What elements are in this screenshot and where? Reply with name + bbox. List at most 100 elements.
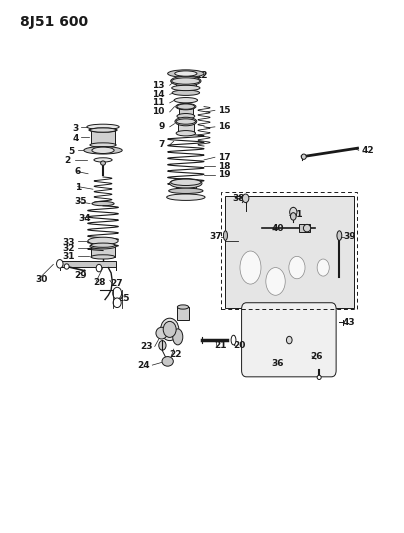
Ellipse shape — [170, 76, 201, 86]
Text: 8: 8 — [181, 306, 187, 314]
Text: 28: 28 — [94, 278, 106, 287]
Ellipse shape — [162, 357, 173, 366]
Ellipse shape — [167, 194, 205, 200]
Bar — [179, 107, 193, 116]
Ellipse shape — [88, 237, 118, 245]
Text: 30: 30 — [36, 275, 48, 284]
Text: 25: 25 — [117, 294, 130, 303]
Text: 40: 40 — [271, 224, 284, 232]
Bar — [225, 196, 354, 308]
Bar — [60, 261, 116, 266]
Ellipse shape — [290, 207, 297, 217]
Ellipse shape — [89, 128, 117, 132]
Text: 17: 17 — [218, 153, 231, 161]
Ellipse shape — [84, 147, 122, 154]
Ellipse shape — [174, 98, 198, 103]
Ellipse shape — [223, 231, 227, 240]
Ellipse shape — [177, 114, 195, 119]
Bar — [221, 192, 357, 309]
Ellipse shape — [101, 161, 105, 165]
Ellipse shape — [170, 179, 202, 188]
FancyBboxPatch shape — [242, 303, 336, 377]
Text: 11: 11 — [152, 99, 165, 107]
Ellipse shape — [92, 147, 114, 154]
Ellipse shape — [231, 335, 236, 345]
Text: 12: 12 — [195, 71, 207, 80]
Ellipse shape — [168, 70, 204, 77]
Ellipse shape — [176, 103, 196, 110]
Ellipse shape — [163, 321, 176, 337]
Ellipse shape — [156, 327, 167, 339]
Text: 3: 3 — [73, 125, 79, 133]
Ellipse shape — [94, 158, 112, 162]
Bar — [176, 81, 196, 88]
Ellipse shape — [175, 117, 197, 126]
Ellipse shape — [172, 78, 200, 84]
Ellipse shape — [90, 143, 116, 147]
Text: 38: 38 — [232, 194, 245, 203]
Text: 9: 9 — [158, 123, 165, 131]
Bar — [178, 122, 194, 133]
Ellipse shape — [92, 201, 114, 206]
Ellipse shape — [177, 305, 189, 309]
Ellipse shape — [90, 244, 116, 249]
Text: 26: 26 — [310, 352, 323, 360]
Ellipse shape — [170, 179, 201, 185]
Text: 7: 7 — [158, 141, 165, 149]
Ellipse shape — [113, 298, 121, 308]
Text: 1: 1 — [75, 183, 81, 192]
Text: 18: 18 — [218, 162, 231, 171]
Text: 5: 5 — [69, 148, 75, 156]
Ellipse shape — [173, 329, 183, 345]
Ellipse shape — [337, 231, 342, 240]
Ellipse shape — [176, 119, 196, 124]
Bar — [177, 307, 189, 320]
Text: 37: 37 — [210, 232, 222, 241]
Ellipse shape — [161, 318, 179, 341]
Text: 6: 6 — [75, 167, 81, 176]
Ellipse shape — [64, 264, 69, 269]
Text: 19: 19 — [218, 171, 231, 179]
Ellipse shape — [96, 264, 102, 272]
Text: 35: 35 — [75, 197, 87, 206]
Ellipse shape — [169, 188, 203, 193]
Ellipse shape — [172, 85, 200, 91]
Text: 16: 16 — [218, 123, 231, 131]
Text: 23: 23 — [140, 342, 153, 351]
Text: 21: 21 — [214, 341, 227, 350]
Text: 22: 22 — [169, 351, 181, 359]
Text: 14: 14 — [152, 90, 165, 99]
Ellipse shape — [91, 243, 115, 247]
Ellipse shape — [240, 251, 261, 284]
Bar — [176, 183, 196, 189]
Ellipse shape — [172, 90, 200, 95]
Text: 32: 32 — [62, 245, 75, 253]
Ellipse shape — [242, 194, 249, 203]
Text: 24: 24 — [138, 361, 150, 369]
Ellipse shape — [159, 341, 166, 350]
Text: 39: 39 — [343, 232, 356, 241]
Ellipse shape — [301, 154, 306, 159]
Text: 2: 2 — [65, 157, 71, 165]
Ellipse shape — [90, 128, 116, 132]
Text: 29: 29 — [75, 271, 87, 280]
Text: 41: 41 — [290, 211, 303, 219]
Ellipse shape — [91, 255, 115, 259]
Text: 31: 31 — [62, 252, 75, 261]
Ellipse shape — [175, 71, 197, 76]
Ellipse shape — [317, 375, 321, 379]
Text: 42: 42 — [362, 146, 374, 155]
Ellipse shape — [289, 256, 305, 279]
Ellipse shape — [87, 124, 119, 130]
Text: 43: 43 — [343, 318, 355, 327]
Text: 8J51 600: 8J51 600 — [20, 15, 88, 29]
Bar — [91, 130, 115, 145]
Ellipse shape — [113, 287, 122, 299]
Text: 13: 13 — [152, 81, 165, 90]
Ellipse shape — [317, 259, 329, 276]
Ellipse shape — [290, 213, 296, 220]
Text: 10: 10 — [152, 108, 165, 116]
Bar — [299, 224, 310, 232]
Ellipse shape — [176, 131, 196, 136]
Text: 4: 4 — [72, 134, 79, 143]
